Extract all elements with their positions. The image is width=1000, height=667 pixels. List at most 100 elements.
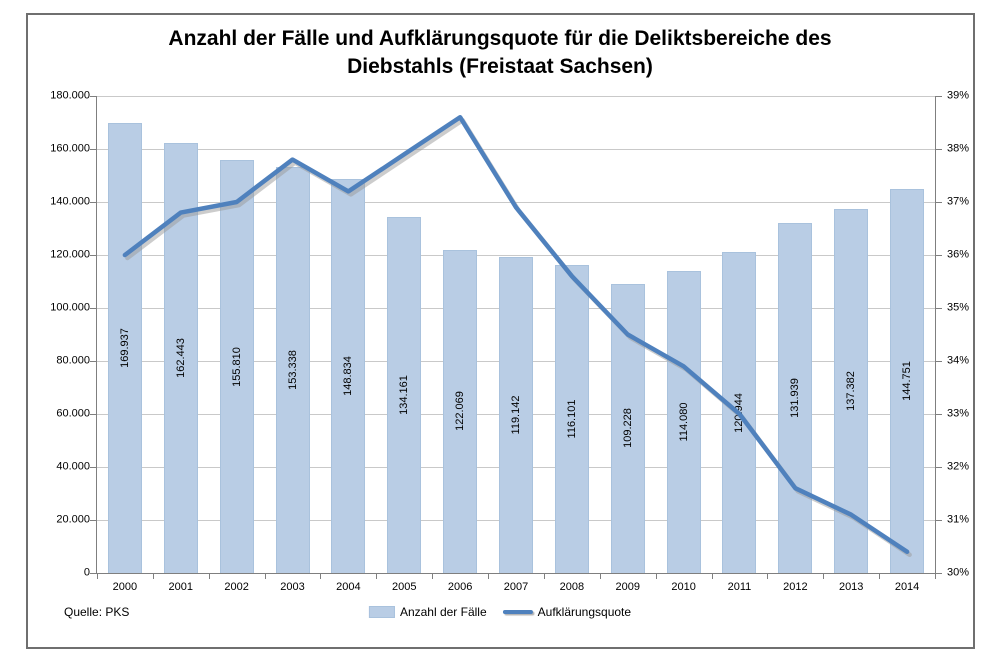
x-axis-tick: [543, 574, 545, 579]
x-axis-year-label: 2006: [447, 581, 473, 593]
left-axis-tick: [90, 520, 96, 521]
x-axis-year-label: 2003: [280, 581, 305, 593]
right-axis-tick-label: 37%: [947, 195, 970, 208]
right-axis-tick: [936, 467, 942, 468]
right-axis-tick-label: 30%: [947, 566, 970, 579]
x-axis-year-label: 2001: [168, 581, 194, 593]
bar: [331, 178, 366, 573]
x-axis-year-label: 2002: [224, 581, 249, 593]
legend: Anzahl der Fälle Aufklärungsquote: [368, 605, 631, 619]
left-axis-tick: [90, 467, 96, 468]
x-axis-tick: [208, 574, 210, 579]
x-axis-tick: [264, 574, 266, 579]
left-axis-tick-label: 0: [83, 566, 90, 579]
gridline: [97, 149, 935, 150]
legend-label-cases: Anzahl der Fälle: [399, 605, 487, 619]
bar: [499, 257, 533, 573]
bar: [107, 122, 142, 573]
right-axis-tick: [936, 149, 942, 150]
left-axis-line: [96, 96, 97, 573]
right-axis-tick-label: 31%: [947, 513, 970, 526]
x-axis-year-label: 2005: [392, 581, 417, 593]
right-axis-tick-label: 39%: [947, 89, 970, 102]
x-axis-tick: [432, 574, 434, 579]
right-axis-tick-label: 33%: [947, 407, 970, 420]
chart-title-line1: Anzahl der Fälle und Aufklärungsquote fü…: [168, 27, 832, 50]
x-axis-tick: [320, 574, 322, 579]
line-series-swatch-icon: [502, 610, 533, 614]
left-axis-tick-label: 180.000: [50, 89, 90, 102]
x-axis-tick: [97, 574, 98, 579]
x-axis-tick: [767, 574, 769, 579]
right-axis-tick: [936, 573, 942, 574]
x-axis-tick: [823, 574, 825, 579]
right-axis-tick: [936, 414, 942, 415]
chart-title-line2: Diebstahls (Freistaat Sachsen): [347, 54, 653, 78]
left-axis-tick: [90, 414, 96, 415]
x-axis-year-label: 2008: [559, 581, 585, 593]
x-axis-line: [96, 573, 936, 574]
left-axis-tick: [90, 255, 96, 256]
chart-title: Anzahl der Fälle und Aufklärungsquote fü…: [90, 25, 910, 80]
clearance-rate-line: [122, 114, 910, 555]
left-axis-tick: [90, 96, 96, 97]
right-axis-tick-label: 34%: [947, 354, 970, 367]
x-axis-year-label: 2013: [838, 581, 864, 593]
left-axis-tick-label: 60.000: [56, 407, 90, 420]
bar: [219, 160, 254, 573]
left-axis-tick-label: 160.000: [50, 142, 90, 155]
x-axis-tick: [935, 574, 936, 579]
x-axis-year-label: 2000: [112, 581, 138, 593]
left-axis-tick-label: 140.000: [50, 195, 90, 208]
gridline: [97, 96, 935, 97]
x-axis-year-label: 2009: [615, 581, 640, 593]
right-axis-tick-label: 32%: [947, 460, 970, 473]
x-axis-year-label: 2010: [671, 581, 696, 593]
right-axis-line: [935, 96, 936, 573]
legend-entry-clearance-rate: Aufklärungsquote: [502, 605, 631, 619]
left-axis-tick: [90, 149, 96, 150]
source-note: Quelle: PKS: [64, 605, 130, 619]
right-axis-tick: [936, 520, 942, 521]
x-axis-year-label: 2012: [783, 581, 808, 593]
x-axis-year-label: 2007: [503, 581, 529, 593]
x-axis-tick: [488, 574, 490, 579]
bar: [275, 166, 310, 573]
left-axis-tick-label: 100.000: [50, 301, 90, 314]
right-axis-tick-label: 38%: [947, 142, 970, 155]
bar: [443, 249, 478, 573]
left-axis-tick: [90, 308, 96, 309]
bar: [554, 265, 589, 573]
left-axis-tick: [90, 202, 96, 203]
left-axis-tick: [90, 361, 96, 362]
right-axis-tick-label: 35%: [947, 301, 970, 314]
bar: [666, 270, 701, 573]
bar: [890, 189, 925, 573]
x-axis-tick: [879, 574, 881, 579]
x-axis-tick: [655, 574, 657, 579]
x-axis-year-label: 2011: [727, 581, 752, 593]
clearance-rate-line-shadow: [125, 117, 912, 558]
right-axis-tick-label: 36%: [947, 248, 970, 261]
left-axis-tick-label: 20.000: [56, 513, 90, 526]
x-axis-tick: [152, 574, 154, 579]
bar-series-swatch-icon: [368, 606, 395, 618]
x-axis-tick: [711, 574, 713, 579]
bar: [778, 223, 813, 573]
x-axis-year-label: 2004: [336, 581, 361, 593]
right-axis-tick: [936, 308, 942, 309]
right-axis-tick: [936, 361, 942, 362]
clearance-rate-line-layer: [122, 114, 912, 558]
bar: [387, 217, 422, 573]
gridline: [97, 255, 935, 256]
x-axis-year-label: 2014: [894, 581, 920, 593]
right-axis-tick: [936, 96, 942, 97]
right-axis-tick: [936, 202, 942, 203]
x-axis-tick: [599, 574, 601, 579]
left-axis-tick-label: 40.000: [56, 460, 90, 473]
left-axis-tick-label: 120.000: [50, 248, 90, 261]
left-axis-tick: [90, 573, 96, 574]
right-axis-tick: [936, 255, 942, 256]
x-axis-tick: [376, 574, 378, 579]
